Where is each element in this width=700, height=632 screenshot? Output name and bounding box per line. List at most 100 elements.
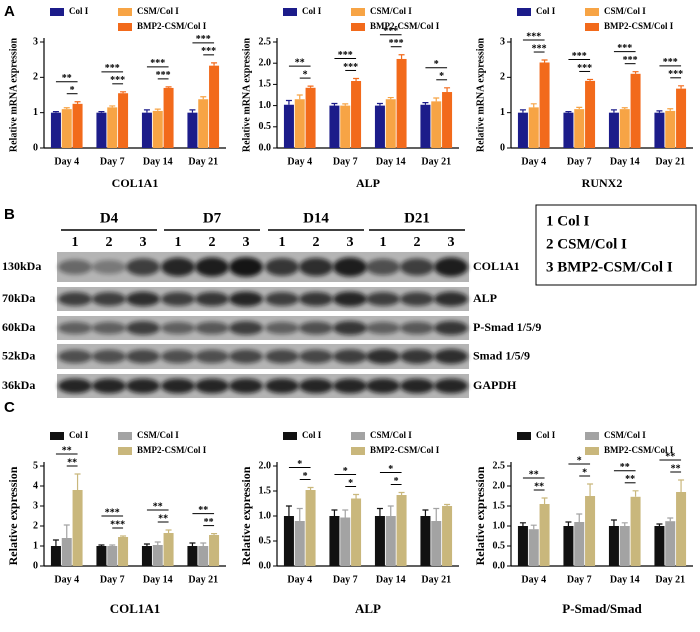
error-bar [422, 102, 429, 105]
bar [517, 112, 528, 148]
x-tick-label: Day 4 [54, 574, 79, 585]
x-tick-label: Day 21 [188, 156, 218, 167]
error-bar [342, 103, 349, 106]
bar [385, 99, 396, 148]
lane-label: 3 [347, 235, 354, 250]
y-tick-label: 2.5 [493, 460, 506, 471]
error-bar [165, 529, 172, 533]
lane-label: 1 [279, 235, 286, 250]
bar [442, 92, 453, 148]
x-tick-label: Day 4 [287, 574, 312, 585]
legend-swatch [118, 23, 132, 31]
error-bar [63, 107, 70, 110]
significance-label: ** [620, 462, 630, 473]
blot-band [299, 291, 333, 307]
y-tick-label: 1.0 [259, 100, 272, 111]
error-bar [342, 509, 349, 518]
bar [72, 103, 83, 148]
legend-label: Col I [302, 430, 322, 440]
blot-band [161, 292, 195, 306]
bar [619, 109, 630, 148]
y-axis-label: Relative expression [473, 466, 487, 565]
x-tick-label: Day 14 [376, 156, 406, 167]
blot-band [400, 258, 434, 276]
bar [329, 516, 340, 566]
error-bar [52, 111, 59, 113]
bar [517, 526, 528, 566]
error-bar [74, 101, 81, 104]
error-bar [154, 108, 161, 111]
bar [574, 109, 585, 148]
y-tick-label: 0.0 [259, 142, 272, 153]
bar [283, 516, 294, 566]
y-tick-label: 2 [500, 72, 505, 83]
blot-band [400, 378, 434, 394]
y-tick-label: 0.5 [493, 540, 506, 551]
blot-group-label: D21 [404, 210, 430, 226]
blot-band [434, 257, 468, 277]
blot-band [161, 349, 195, 364]
blot-protein-label: COL1A1 [473, 259, 520, 273]
error-bar [376, 507, 383, 516]
error-bar [541, 59, 548, 63]
blot-band [434, 349, 468, 364]
x-tick-label: Day 14 [143, 156, 173, 167]
blot-band [434, 291, 468, 307]
y-axis-label: Relative mRNA expression [8, 37, 19, 152]
blot-band [333, 320, 367, 336]
x-tick-label: Day 7 [567, 574, 592, 585]
x-tick-label: Day 14 [376, 574, 406, 585]
bar [340, 517, 351, 566]
y-tick-label: 0.0 [259, 560, 272, 571]
y-tick-label: 3 [500, 36, 505, 47]
legend-swatch [351, 23, 365, 31]
legend-label: CSM/Col I [370, 6, 412, 16]
panel-label: A [4, 3, 15, 20]
y-tick-label: 0.5 [259, 535, 272, 546]
blot-band [400, 321, 434, 335]
bar [96, 112, 107, 148]
lane-label: 2 [209, 235, 216, 250]
blot-band [366, 258, 400, 276]
y-axis-label: Relative expression [6, 466, 20, 565]
legend-swatch [351, 432, 365, 440]
blot-protein-label: P-Smad 1/5/9 [473, 320, 541, 334]
error-bar [154, 541, 161, 545]
significance-label: * [297, 459, 302, 470]
bar [608, 526, 619, 566]
bar [619, 526, 630, 566]
error-bar [610, 519, 617, 526]
y-tick-label: 2 [33, 520, 38, 531]
blot-band [195, 378, 229, 394]
error-bar [610, 109, 617, 113]
blot-band [126, 321, 160, 335]
significance-label: ** [198, 505, 208, 516]
bar [283, 104, 294, 148]
bar [431, 521, 442, 566]
blot-legend-label: 1 Col I [546, 213, 590, 229]
error-bar [143, 543, 150, 546]
bar [198, 546, 209, 566]
legend-swatch [585, 447, 599, 455]
y-tick-label: 5 [33, 460, 38, 471]
error-bar [387, 505, 394, 516]
lane-label: 2 [313, 235, 320, 250]
blot-protein-label: ALP [473, 291, 497, 305]
x-tick-label: Day 7 [100, 156, 125, 167]
significance-label: * [388, 464, 393, 475]
significance-label: ** [158, 513, 168, 524]
bar [431, 101, 442, 148]
x-axis-label: ALP [356, 176, 380, 190]
blot-band [126, 349, 160, 364]
bar [50, 546, 61, 566]
bar [385, 516, 396, 566]
y-axis-label: Relative mRNA expression [241, 37, 252, 152]
significance-label: *** [338, 50, 353, 61]
blot-band [229, 257, 263, 277]
significance-label: *** [532, 43, 547, 54]
legend-swatch [517, 8, 531, 16]
y-tick-label: 3 [33, 500, 38, 511]
legend-swatch [585, 432, 599, 440]
error-bar [285, 99, 292, 105]
x-tick-label: Day 7 [333, 574, 358, 585]
